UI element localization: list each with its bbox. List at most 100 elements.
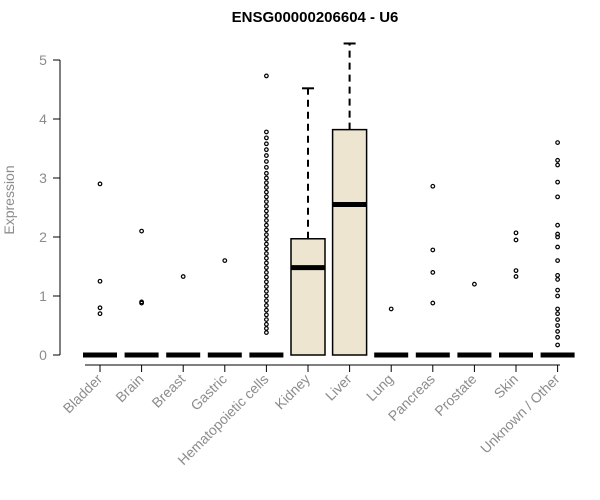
outliers-gastric [222,258,228,264]
outliers-hematopoietic-cells [264,73,269,335]
y-axis-label: Expression [1,165,17,234]
x-tick-label-liver: Liver [322,371,355,404]
outlier-point [264,147,269,153]
outlier-point [264,246,269,252]
chart-title: ENSG00000206604 - U6 [232,9,399,26]
outlier-point [264,194,269,200]
outlier-point [264,298,269,304]
outlier-point [264,330,269,335]
x-tick-label-unknown-other: Unknown / Other [477,371,563,457]
x-tick-label-prostate: Prostate [431,371,479,419]
outlier-point [513,274,519,279]
outlier-point [555,293,560,299]
outlier-point [264,180,269,186]
outlier-point [180,274,186,279]
outliers-skin [513,230,519,279]
outlier-point [139,300,145,306]
outliers-brain [139,228,145,306]
outlier-point [264,303,269,308]
outlier-point [97,181,103,187]
outlier-point [430,300,436,306]
outlier-point [555,162,560,168]
outlier-point [264,218,269,223]
outlier-point [264,312,269,318]
outlier-point [139,228,145,234]
x-tick-label-breast: Breast [148,371,188,411]
outlier-point [472,281,477,287]
outlier-point [97,311,103,317]
outlier-point [555,179,560,185]
outlier-point [97,305,103,311]
y-tick-label: 2 [39,229,47,245]
outlier-point [264,236,269,242]
outlier-point [264,135,269,141]
outlier-point [555,157,560,163]
outlier-point [97,278,103,284]
outlier-point [264,73,269,79]
y-tick-label: 0 [39,347,47,363]
outliers-unknown-other [555,140,560,348]
outlier-point [555,323,560,328]
outlier-point [264,293,269,299]
outlier-point [430,183,436,189]
outlier-point [264,307,269,313]
outlier-point [430,270,436,275]
outlier-point [264,232,269,238]
outliers-prostate [472,281,477,287]
outlier-point [264,260,269,266]
outlier-point [555,272,560,278]
outlier-point [555,231,560,237]
outlier-point [264,288,269,294]
outlier-point [264,274,269,280]
outlier-point [264,321,269,327]
y-tick-label: 4 [39,111,47,127]
outlier-point [264,208,269,214]
outlier-point [264,159,269,164]
outlier-point [264,175,269,181]
x-tick-label-kidney: Kidney [272,371,314,413]
outlier-point [555,306,560,312]
outlier-point [430,247,436,253]
y-tick-label: 5 [39,52,47,68]
outlier-point [264,255,269,261]
outlier-point [264,170,269,176]
outlier-point [555,287,560,293]
outliers-pancreas [430,183,436,306]
outlier-point [555,311,560,317]
x-tick-label-skin: Skin [491,371,522,402]
box-liver [331,42,368,356]
outlier-point [264,141,269,147]
y-tick-label: 1 [39,288,47,304]
x-tick-label-bladder: Bladder [60,371,106,417]
outlier-point [513,230,519,236]
box-body [290,238,326,356]
outlier-point [264,189,269,195]
outlier-point [555,317,560,323]
outlier-point [555,329,560,334]
outlier-point [555,342,560,348]
outlier-point [555,140,560,146]
outlier-point [555,194,560,200]
box-kidney [290,87,326,356]
outlier-point [264,326,269,331]
box-body [331,128,368,356]
outlier-point [264,270,269,275]
outlier-point [264,251,269,256]
x-tick-label-lung: Lung [363,371,396,404]
outlier-point [264,284,269,289]
outlier-point [555,258,560,264]
outlier-point [555,244,560,250]
outlier-point [264,265,269,271]
outlier-point [222,258,228,264]
x-tick-label-brain: Brain [112,371,146,405]
outlier-point [555,222,560,228]
outlier-point [264,222,269,228]
outliers-lung [388,306,394,312]
outlier-point [264,241,269,247]
y-axis-ticks: 0 1 2 3 4 5 [39,52,60,363]
outliers-layer [97,73,560,348]
outlier-point [264,227,269,233]
